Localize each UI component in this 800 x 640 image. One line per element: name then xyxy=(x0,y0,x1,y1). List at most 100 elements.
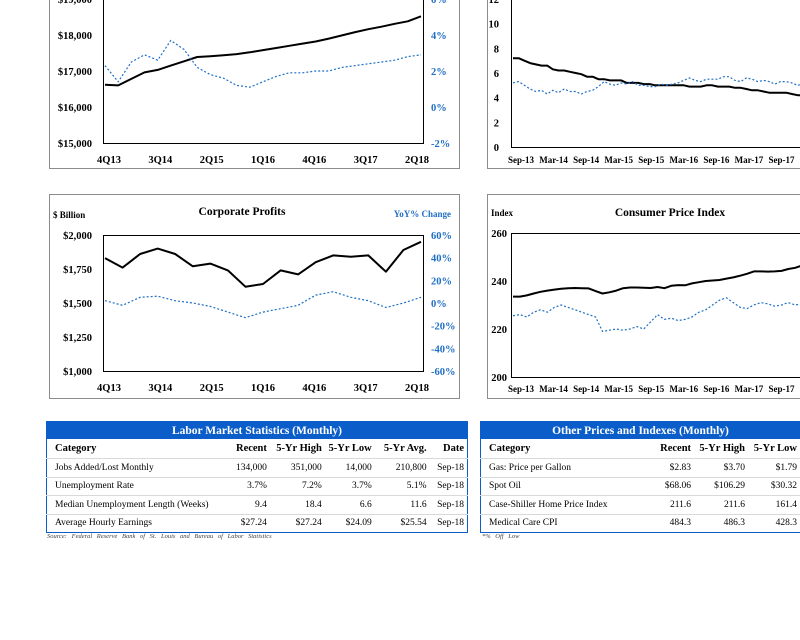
row-value: 484.3 xyxy=(669,518,692,529)
y-tick-label: 220 xyxy=(491,325,507,336)
row-value: $30.32 xyxy=(770,481,797,492)
x-tick-label: Mar-14 xyxy=(539,155,568,165)
cpi-chart: Consumer Price Index Index 200 220 240 260 Sep… xyxy=(487,194,800,399)
row-value: 14,000 xyxy=(345,462,372,473)
plot-area xyxy=(103,0,424,144)
x-tick-label: 3Q14 xyxy=(148,383,173,394)
x-tick-label: Sep-16 xyxy=(703,384,730,394)
y-tick-label: 12 xyxy=(489,0,500,6)
labor_table-header-0: Category xyxy=(55,443,97,454)
cpi-chart-panel: Consumer Price Index Index 200 220 240 260 Sep… xyxy=(487,194,800,400)
labor_table-header-2: 5-Yr High xyxy=(276,443,322,454)
y2-tick-label: 4% xyxy=(431,31,447,42)
row-value: Sep-18 xyxy=(437,462,464,473)
x-tick-label: Mar-14 xyxy=(539,384,568,394)
row-category: Jobs Added/Lost Monthly xyxy=(55,462,154,473)
row-value: Sep-18 xyxy=(437,518,464,529)
table-row: Medical Care CPI 484.3 486.3 428.3 xyxy=(480,514,800,533)
y-tick-label: 260 xyxy=(491,229,507,240)
y-tick-label: 10 xyxy=(489,20,500,31)
y-tick-label: $15,000 xyxy=(58,139,92,150)
y2-tick-label: 40% xyxy=(431,254,452,265)
table-row: Average Hourly Earnings $27.24 $27.24 $24.0… xyxy=(46,514,468,533)
x-tick-label: 2Q18 xyxy=(405,155,429,166)
row-value: 18.4 xyxy=(305,499,322,510)
x-tick-label: Mar-16 xyxy=(669,384,698,394)
plot-area xyxy=(511,233,800,378)
y2-tick-label: 20% xyxy=(431,276,452,287)
chart-title: Consumer Price Index xyxy=(615,207,726,219)
plot-area xyxy=(103,235,424,372)
y2-tick-label: 2% xyxy=(431,67,447,78)
y2-tick-label: 0% xyxy=(431,103,447,114)
series-line-yoy xyxy=(512,297,800,332)
corporate-profits-chart-panel: Corporate Profits $ Billion YoY% Change $1,… xyxy=(49,194,460,400)
row-value: 6.6 xyxy=(359,499,372,510)
x-tick-label: Sep-15 xyxy=(638,155,665,165)
x-tick-label: 2Q15 xyxy=(200,155,224,166)
row-value: $3.70 xyxy=(723,462,745,473)
x-tick-label: Sep-14 xyxy=(573,384,600,394)
row-value: 210,800 xyxy=(395,462,427,473)
row-category: Average Hourly Earnings xyxy=(55,518,152,529)
y-tick-label: 4 xyxy=(494,94,500,105)
row-value: 211.6 xyxy=(723,499,745,510)
prices_table-header-1: Recent xyxy=(660,443,692,454)
series-line-level xyxy=(104,15,422,87)
row-category: Spot Oil xyxy=(489,481,521,492)
x-tick-label: Sep-15 xyxy=(638,384,665,394)
row-value: 351,000 xyxy=(290,462,322,473)
labor_table-header-1: Recent xyxy=(235,443,267,454)
y-tick-label: $19,000 xyxy=(58,0,92,6)
y-tick-label: $1,250 xyxy=(63,333,92,344)
row-value: Sep-18 xyxy=(437,481,464,492)
y-tick-label: 6 xyxy=(494,69,499,80)
x-tick-label: 4Q13 xyxy=(97,155,121,166)
row-value: 3.7% xyxy=(351,481,372,492)
row-category: Median Unemployment Length (Weeks) xyxy=(55,499,209,510)
x-tick-label: 2Q18 xyxy=(405,383,429,394)
x-tick-label: 1Q16 xyxy=(251,155,275,166)
row-value: 211.6 xyxy=(670,499,692,510)
row-category: Unemployment Rate xyxy=(55,481,134,492)
series-line-level xyxy=(513,265,800,298)
source-note: Source: Federal Reserve Bank of St. Loui… xyxy=(47,533,272,540)
y-axis-title: $ Billion xyxy=(53,210,85,220)
y2-tick-label: -20% xyxy=(431,322,456,333)
row-value: $68.06 xyxy=(664,481,692,492)
unemployment-chart: 0 2 4 6 8 10 12 Sep-13 Mar-14 Sep-14 Mar-15 Sep-15 M… xyxy=(487,0,800,169)
labor_table-header-3: 5-Yr Low xyxy=(328,443,372,454)
row-category: Case-Shiller Home Price Index xyxy=(489,499,608,510)
y2-tick-label: -40% xyxy=(431,344,456,355)
x-tick-label: Sep-13 xyxy=(508,384,535,394)
y-tick-label: $18,000 xyxy=(58,31,92,42)
row-value: 7.2% xyxy=(302,481,322,492)
labor_table-header-4: 5-Yr Avg. xyxy=(383,443,427,454)
row-value: $106.29 xyxy=(714,481,745,492)
prices_table-header-3: 5-Yr Low xyxy=(753,443,797,454)
prices-table: Other Prices and Indexes (Monthly) Categ… xyxy=(480,421,800,533)
x-tick-label: Mar-16 xyxy=(669,155,698,165)
row-value: Sep-18 xyxy=(437,499,464,510)
plot-area xyxy=(511,0,800,148)
y-tick-label: $2,000 xyxy=(63,231,92,242)
row-category: Medical Care CPI xyxy=(489,518,558,529)
y2-tick-label: -60% xyxy=(431,367,456,378)
chart-frame xyxy=(49,194,460,399)
row-value: $2.83 xyxy=(669,462,692,473)
x-tick-label: 1Q16 xyxy=(251,383,275,394)
x-tick-label: 3Q17 xyxy=(354,383,378,394)
gdp-chart-panel: $15,000 $16,000 $17,000 $18,000 $19,000 -2% 0%… xyxy=(49,0,460,170)
x-tick-label: Mar-15 xyxy=(604,155,633,165)
y-tick-label: 2 xyxy=(494,118,499,129)
prices-table-title: Other Prices and Indexes (Monthly) xyxy=(480,421,800,439)
x-tick-label: 4Q16 xyxy=(302,383,326,394)
y-tick-label: $1,000 xyxy=(63,367,92,378)
x-tick-label: 2Q15 xyxy=(200,383,224,394)
gdp-chart: $15,000 $16,000 $17,000 $18,000 $19,000 -2% 0%… xyxy=(49,0,460,169)
labor_table-header-5: Date xyxy=(443,443,464,454)
x-tick-label: Sep-13 xyxy=(508,155,535,165)
row-category: Gas: Price per Gallon xyxy=(489,462,572,473)
y2-tick-label: 0% xyxy=(431,299,447,310)
y-axis-title: Index xyxy=(491,208,514,218)
